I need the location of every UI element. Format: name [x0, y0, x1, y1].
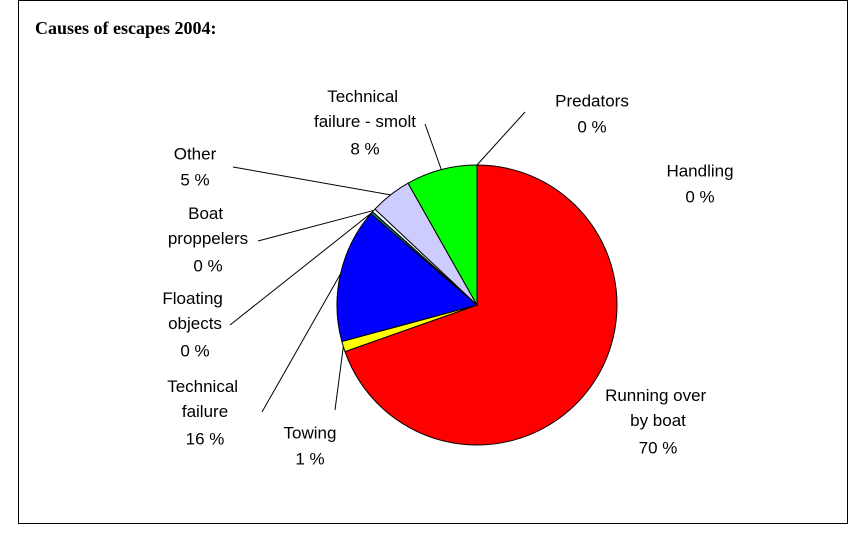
slice-value-label: 0 % — [685, 187, 714, 206]
slice-label: Technical failure - smolt — [314, 87, 416, 131]
slice-label: Running over by boat — [605, 386, 711, 430]
leader-line — [257, 209, 374, 242]
leader-line — [232, 166, 391, 196]
slice-value-label: 16 % — [186, 429, 225, 448]
slice-value-label: 1 % — [295, 449, 324, 468]
pie-slice — [344, 164, 618, 446]
slice-value-label: 8 % — [350, 139, 379, 158]
slice-value-label: 70 % — [639, 438, 678, 457]
leader-line — [261, 273, 341, 413]
slice-label: Predators — [555, 91, 629, 110]
leader-line — [334, 346, 344, 411]
slice-value-label: 0 % — [193, 256, 222, 275]
slice-label: Towing — [284, 423, 337, 442]
slice-label: Handling — [666, 161, 733, 180]
slice-value-label: 0 % — [180, 341, 209, 360]
slice-value-label: 5 % — [180, 170, 209, 189]
slice-label: Floating objects — [162, 289, 227, 333]
chart-title: Causes of escapes 2004: — [35, 18, 217, 38]
slice-label: Technical failure — [167, 377, 243, 421]
slice-label: Other — [174, 144, 217, 163]
leader-line — [476, 111, 526, 166]
slice-label: Boat proppelers — [168, 204, 248, 248]
leader-line — [229, 212, 373, 326]
slice-value-label: 0 % — [577, 117, 606, 136]
leader-line — [424, 123, 442, 170]
